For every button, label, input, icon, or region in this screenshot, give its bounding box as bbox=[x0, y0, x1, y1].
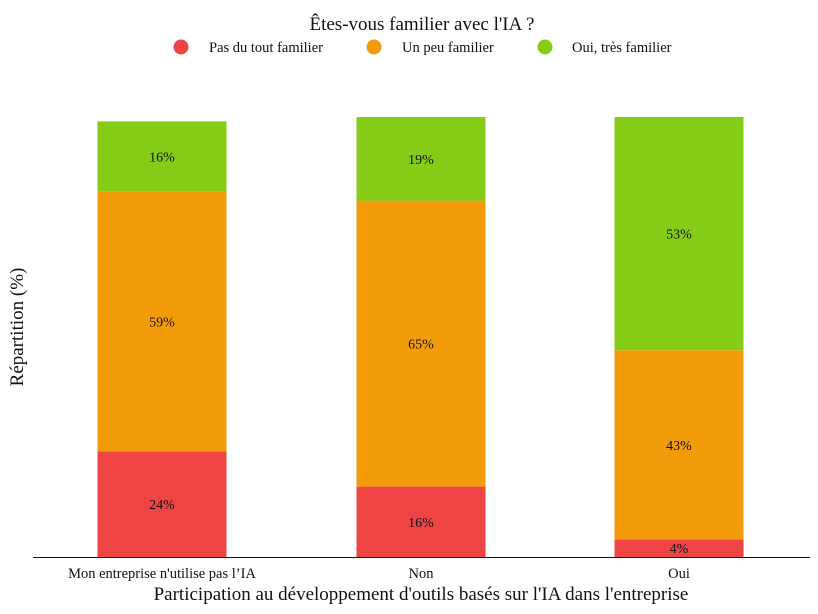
bar-mon-entreprise-n-utilise-pas-l-ia-un-peu-familier bbox=[97, 191, 227, 452]
data-label-mon-entreprise-n-utilise-pas-l-ia-un-peu-familier: 59% bbox=[149, 316, 175, 331]
data-label-oui-pas-du-tout-familier: 4% bbox=[670, 542, 689, 557]
x-tick-label-mon-entreprise-n-utilise-pas-l-ia: Mon entreprise n'utilise pas l’IA bbox=[68, 566, 256, 582]
y-axis-label: Répartition (%) bbox=[7, 268, 28, 387]
legend-title: Êtes-vous familier avec l'IA ? bbox=[309, 13, 534, 35]
data-label-mon-entreprise-n-utilise-pas-l-ia-oui-tres-familier: 16% bbox=[149, 151, 175, 166]
bar-non-un-peu-familier bbox=[356, 200, 486, 487]
bar-mon-entreprise-n-utilise-pas-l-ia-oui-tres-familier bbox=[97, 121, 227, 192]
data-label-oui-un-peu-familier: 43% bbox=[666, 439, 692, 454]
legend-item-un-peu-familier: Un peu familier bbox=[366, 39, 494, 56]
x-tick-label-oui: Oui bbox=[668, 566, 690, 582]
bar-oui-oui-tres-familier bbox=[614, 117, 744, 351]
bar-labels: 24% 59% 16% 16% 65% 19% 4% 43% 53% bbox=[149, 151, 692, 558]
legend-label-un-peu-familier: Un peu familier bbox=[402, 40, 494, 56]
bar-non-pas-du-tout-familier bbox=[356, 486, 486, 557]
bar-oui-pas-du-tout-familier bbox=[614, 539, 744, 557]
data-label-mon-entreprise-n-utilise-pas-l-ia-pas-du-tout-familier: 24% bbox=[149, 498, 175, 513]
legend-marker-un-peu-familier bbox=[366, 39, 382, 55]
x-tick-label-non: Non bbox=[409, 566, 435, 582]
data-label-non-un-peu-familier: 65% bbox=[408, 338, 434, 353]
bars bbox=[97, 117, 744, 557]
legend-item-oui-tres-familier: Oui, très familier bbox=[537, 39, 672, 56]
data-label-non-pas-du-tout-familier: 16% bbox=[408, 516, 434, 531]
x-axis-label: Participation au développement d'outils … bbox=[154, 584, 689, 605]
bar-oui-un-peu-familier bbox=[614, 350, 744, 540]
bar-non-oui-tres-familier bbox=[356, 117, 486, 201]
legend-item-pas-du-tout-familier: Pas du tout familier bbox=[173, 39, 323, 56]
legend: Êtes-vous familier avec l'IA ? Pas du to… bbox=[173, 13, 672, 56]
data-label-non-oui-tres-familier: 19% bbox=[408, 153, 434, 168]
legend-marker-pas-du-tout-familier bbox=[173, 39, 189, 55]
legend-marker-oui-tres-familier bbox=[537, 39, 553, 55]
legend-label-pas-du-tout-familier: Pas du tout familier bbox=[209, 40, 323, 56]
legend-label-oui-tres-familier: Oui, très familier bbox=[572, 40, 672, 56]
x-tick-labels: Mon entreprise n'utilise pas l’IA Non Oui bbox=[68, 566, 690, 582]
data-label-oui-oui-tres-familier: 53% bbox=[666, 228, 692, 243]
bar-mon-entreprise-n-utilise-pas-l-ia-pas-du-tout-familier bbox=[97, 451, 227, 557]
